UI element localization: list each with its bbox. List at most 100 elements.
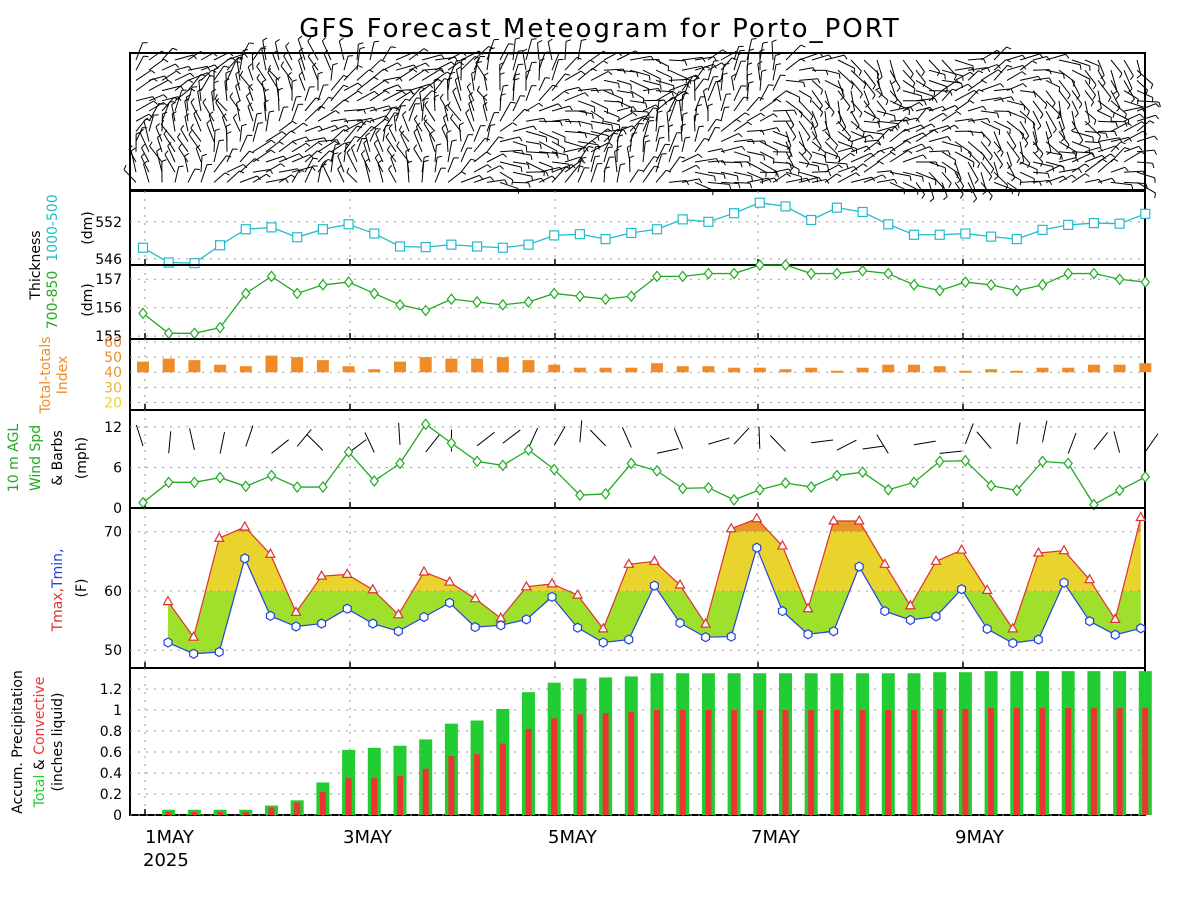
wind-barb [1019, 151, 1031, 164]
wind-barb-flag [298, 153, 303, 158]
wind-speed-point [755, 483, 765, 496]
total-totals-ytick: 40 [104, 365, 122, 381]
wind-barb [525, 161, 545, 172]
tmax-point [904, 599, 916, 610]
wind-barb-surface [1067, 432, 1077, 454]
wind-barb [393, 116, 397, 132]
wind-barb [455, 69, 462, 91]
wind-barb [759, 71, 763, 91]
wind-barb-flag [910, 73, 914, 79]
wind-barb-flag [834, 144, 838, 150]
wind-barb [304, 141, 319, 153]
wind-speed-point [1037, 455, 1048, 468]
wind-barb-flag [973, 198, 978, 203]
wind-barb-flag [810, 115, 814, 121]
wind-barb [993, 96, 1012, 102]
wind-barb-flag [654, 165, 660, 168]
wind-barb [193, 113, 202, 132]
wind-barb-flag [747, 62, 753, 66]
wind-barb [733, 121, 748, 132]
precipitation-convective-bar [808, 710, 815, 815]
wind-barb [187, 168, 196, 183]
wind-barb-flag [1046, 56, 1051, 61]
wind-speed-point [215, 471, 225, 484]
wind-barb-flag [1115, 94, 1120, 100]
wind-barb [551, 141, 565, 149]
wind-barb-flag [648, 75, 651, 81]
wind-barb [174, 72, 191, 81]
wind-barb [356, 138, 363, 152]
wind-barb [577, 59, 591, 71]
wind-barb [1045, 175, 1064, 183]
wind-barb-flag [269, 169, 274, 175]
wind-barb-flag [285, 178, 289, 184]
wind-barb-flag [728, 184, 732, 190]
wind-barb [1071, 80, 1081, 96]
wind-barb [1071, 59, 1090, 67]
wind-barb [603, 147, 609, 163]
wind-barb [538, 130, 559, 141]
wind-barb-surface [306, 434, 324, 451]
wind-barb [681, 80, 690, 101]
wind-barb [837, 152, 851, 163]
wind-barb [239, 150, 250, 163]
thickness-700-850-point [960, 276, 971, 289]
wind-barb-surface [939, 450, 962, 454]
wind-barb-flag [972, 162, 975, 168]
tmin-point [342, 603, 352, 614]
thickness-700-850-point [575, 290, 585, 303]
wind-barb-flag [659, 136, 665, 139]
wind-barb-flag [826, 136, 831, 141]
wind-barb [954, 59, 974, 67]
wind-barb [993, 120, 1011, 130]
wind-barb-flag [1065, 53, 1070, 59]
wind-barb-flag [679, 97, 685, 101]
wind-barb [1058, 110, 1065, 129]
wind-barb-flag [219, 139, 225, 142]
wind-barb-flag [213, 67, 219, 70]
wind-barb-flag [578, 121, 582, 127]
wind-barb-surface [1144, 433, 1159, 453]
wind-barb-flag [584, 132, 587, 138]
wind-barb [1110, 166, 1126, 173]
wind-barb [1084, 120, 1101, 137]
wind-barb [928, 150, 949, 153]
wind-barb [265, 163, 282, 173]
wind-barb-flag [190, 98, 195, 103]
wind-barb [538, 103, 559, 112]
wind-speed-line [142, 423, 1146, 506]
wind-barb [863, 161, 880, 173]
tmax-point [956, 543, 968, 554]
wind-barb [1058, 151, 1075, 154]
wind-barb-flag [1078, 103, 1083, 109]
wind-barb [863, 100, 876, 117]
wind-barb [369, 105, 389, 112]
thickness-700-850-point [832, 267, 842, 280]
wind-barb [211, 91, 215, 112]
wind-barb [693, 115, 696, 132]
wind-barb-flag [275, 39, 280, 43]
total-totals-bar [214, 364, 227, 373]
precipitation-convective-bar [371, 778, 378, 815]
wind-barb [993, 181, 1013, 190]
x-tick-label-4: 7MAY [751, 827, 801, 848]
wind-barb [1032, 161, 1053, 167]
wind-barb [980, 83, 1001, 92]
wind-barb-flag [451, 139, 457, 142]
wind-barb [408, 83, 430, 92]
tmin-point [726, 631, 736, 642]
wind-barb [655, 79, 674, 87]
wind-barb [202, 102, 215, 122]
total-totals-bar [753, 367, 766, 373]
thickness-label: Thickness [28, 230, 44, 300]
wind-barb-flag [178, 143, 182, 149]
wind-barb-flag [1060, 164, 1065, 169]
wind-barb [1045, 69, 1064, 75]
wind-barb [707, 119, 717, 132]
temperature-ytick: 70 [104, 525, 122, 541]
wind-barb [1136, 80, 1148, 91]
wind-barb-flag [359, 46, 365, 50]
wind-barb-flag [850, 110, 855, 114]
wind-barb [798, 67, 814, 71]
wind-barb-flag [1152, 163, 1155, 169]
